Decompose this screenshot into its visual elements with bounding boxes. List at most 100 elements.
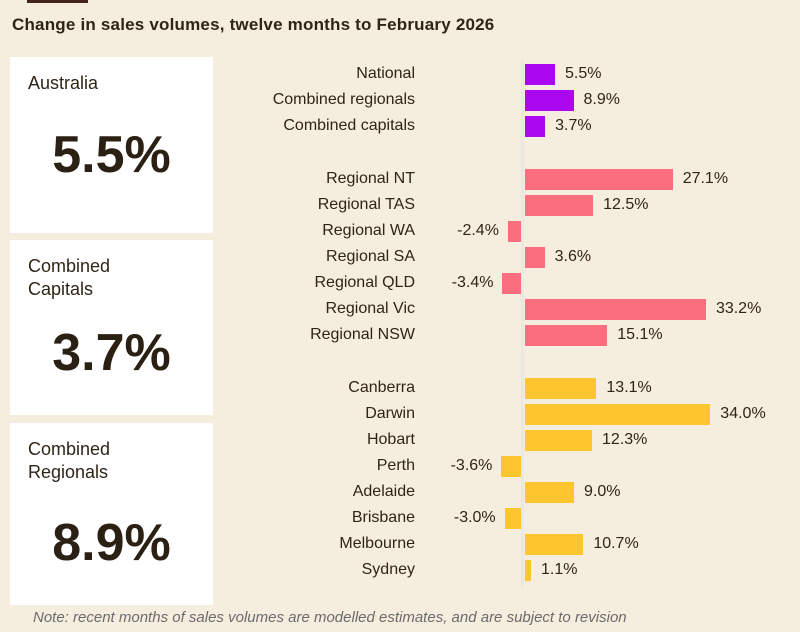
value-label: 33.2% <box>715 300 762 317</box>
chart-row-canberra: Canberra 13.1% <box>230 375 796 401</box>
chart-row-melbourne: Melbourne 10.7% <box>230 531 796 557</box>
chart-row-regional-sa: Regional SA 3.6% <box>230 244 796 270</box>
summary-card-australia: Australia 5.5% <box>10 57 213 233</box>
summary-card-value: 8.9% <box>52 514 171 572</box>
bar-zone: 12.5% <box>521 192 796 218</box>
bar-regional-qld <box>502 272 521 294</box>
bar-darwin <box>525 403 711 425</box>
chart-row-national: National 5.5% <box>230 61 796 87</box>
bar-combined-regionals <box>525 89 574 111</box>
bar-combined-capitals <box>525 115 546 137</box>
value-label: 8.9% <box>583 91 620 108</box>
negative-zone: -3.4% <box>415 270 521 296</box>
category-label: Hobart <box>366 431 415 448</box>
summary-card-value: 3.7% <box>52 324 171 382</box>
value-label: -3.6% <box>450 457 493 474</box>
chart-row-regional-qld: Regional QLD -3.4% <box>230 270 796 296</box>
category-label: Melbourne <box>339 535 415 552</box>
bar-zone: 27.1% <box>521 166 796 192</box>
bar-national <box>525 63 555 85</box>
negative-zone: -2.4% <box>415 218 521 244</box>
bar-zone <box>521 453 796 479</box>
bar-adelaide <box>525 481 575 503</box>
value-label: 12.3% <box>602 431 648 448</box>
bar-zone: 15.1% <box>521 322 796 348</box>
category-label: Regional NSW <box>310 326 415 343</box>
negative-zone <box>415 531 521 557</box>
bar-zone: 33.2% <box>521 296 796 322</box>
negative-zone <box>415 375 521 401</box>
negative-zone <box>415 61 521 87</box>
value-label: 9.0% <box>584 483 621 500</box>
bar-zone: 13.1% <box>521 375 796 401</box>
bar-zone: 34.0% <box>521 401 796 427</box>
category-label: Brisbane <box>351 509 415 526</box>
category-label: Sydney <box>361 561 415 578</box>
negative-zone <box>415 87 521 113</box>
value-label: 5.5% <box>564 65 602 82</box>
bar-zone <box>521 270 796 296</box>
value-label: 10.7% <box>593 535 639 552</box>
category-label: Regional TAS <box>317 196 415 213</box>
value-label: 27.1% <box>682 170 729 187</box>
negative-zone <box>415 166 521 192</box>
chart-row-brisbane: Brisbane -3.0% <box>230 505 796 531</box>
bar-zone: 1.1% <box>521 557 796 583</box>
chart-row-regional-wa: Regional WA -2.4% <box>230 218 796 244</box>
category-label: Regional WA <box>322 222 415 239</box>
value-label: 12.5% <box>603 196 649 213</box>
bar-hobart <box>525 429 593 451</box>
value-label: -3.0% <box>453 509 496 526</box>
category-label: Canberra <box>348 379 415 396</box>
negative-zone <box>415 244 521 270</box>
bar-zone: 5.5% <box>521 61 796 87</box>
bar-perth <box>501 455 521 477</box>
value-label: 3.7% <box>555 117 592 134</box>
negative-zone <box>415 427 521 453</box>
summary-card-label: Combined Regionals <box>28 439 111 483</box>
bar-regional-sa <box>525 246 545 268</box>
bar-zone: 3.7% <box>521 113 796 139</box>
negative-zone <box>415 192 521 218</box>
chart-row-regional-nt: Regional NT 27.1% <box>230 166 796 192</box>
summary-card-label: Combined Capitals <box>28 256 111 300</box>
category-label: Darwin <box>365 405 415 422</box>
summary-card-combined-regionals: Combined Regionals 8.9% <box>10 423 213 605</box>
negative-zone <box>415 296 521 322</box>
chart-row-hobart: Hobart 12.3% <box>230 427 796 453</box>
category-label: Regional QLD <box>314 274 416 291</box>
bar-regional-nt <box>525 168 673 190</box>
bar-canberra <box>525 377 597 399</box>
category-label: Regional NT <box>326 170 415 187</box>
summary-card-combined-capitals: Combined Capitals 3.7% <box>10 240 213 415</box>
negative-zone <box>415 401 521 427</box>
bar-regional-vic <box>525 298 706 320</box>
chart-row-sydney: Sydney 1.1% <box>230 557 796 583</box>
value-label: 13.1% <box>606 379 652 396</box>
category-label: Combined capitals <box>283 117 415 134</box>
bar-regional-wa <box>507 220 521 242</box>
negative-zone: -3.6% <box>415 453 521 479</box>
negative-zone <box>415 113 521 139</box>
bar-chart: National 5.5% Combined regionals 8.9% Combin… <box>230 61 796 583</box>
value-label: -2.4% <box>457 222 499 239</box>
chart-row-adelaide: Adelaide 9.0% <box>230 479 796 505</box>
category-label: Perth <box>376 457 415 474</box>
value-label: 1.1% <box>540 561 578 578</box>
negative-zone: -3.0% <box>415 505 521 531</box>
summary-card-label: Australia <box>28 73 99 93</box>
value-label: 15.1% <box>617 326 663 343</box>
negative-zone <box>415 557 521 583</box>
bar-zone <box>521 218 796 244</box>
bar-sydney <box>525 559 531 581</box>
negative-zone <box>415 479 521 505</box>
category-label: Combined regionals <box>272 91 415 108</box>
bar-zone <box>521 505 796 531</box>
category-label: Adelaide <box>352 483 415 500</box>
negative-zone <box>415 322 521 348</box>
chart-row-combined-capitals: Combined capitals 3.7% <box>230 113 796 139</box>
value-label: -3.4% <box>451 274 494 291</box>
bar-zone: 10.7% <box>521 531 796 557</box>
category-label: Regional Vic <box>325 300 415 317</box>
chart-row-darwin: Darwin 34.0% <box>230 401 796 427</box>
